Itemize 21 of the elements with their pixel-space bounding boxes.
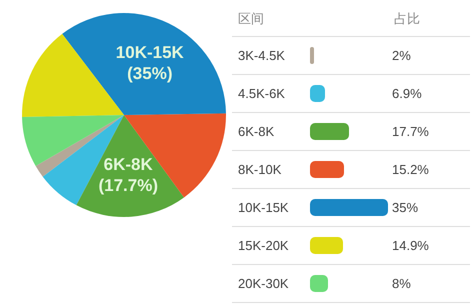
text: 8%	[392, 276, 411, 291]
data-label: (35%)	[127, 64, 172, 83]
legend-label: 8K-10K	[238, 162, 282, 177]
text: 区间	[238, 10, 264, 28]
text: 6.9%	[392, 86, 422, 101]
data-label: (17.7%)	[98, 176, 158, 196]
text: 占比	[394, 10, 420, 28]
text: 15.2%	[392, 162, 429, 177]
pie-slice	[62, 13, 226, 115]
text: 14.9%	[392, 238, 429, 253]
category-label: 10K-15K	[238, 200, 289, 215]
category-label: 6K-8K	[238, 124, 274, 139]
legend-label: 15K-20K	[238, 238, 289, 253]
slice-label: 10K-15K	[116, 42, 185, 62]
text: 2%	[392, 48, 411, 63]
text: 17.7%	[392, 124, 429, 139]
legend-label: 20K-30K	[238, 276, 289, 291]
text: 35%	[392, 200, 418, 215]
slice-label: 6K-8K	[104, 155, 154, 174]
legend-label: 4.5K-6K	[238, 86, 285, 101]
legend-label: 3K-4.5K	[238, 48, 285, 63]
